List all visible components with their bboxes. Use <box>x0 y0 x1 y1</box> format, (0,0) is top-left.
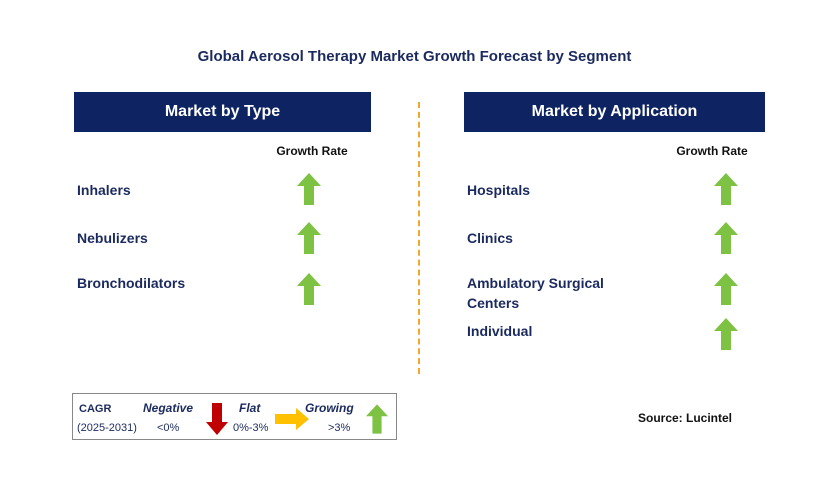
flat-arrow-icon <box>275 408 309 430</box>
segment-label-hospitals: Hospitals <box>467 182 531 198</box>
legend-negative-label: Negative <box>143 401 194 415</box>
segment-label-nebulizers: Nebulizers <box>77 230 148 246</box>
growing-arrow-icon <box>714 273 738 305</box>
legend-growing-range: >3% <box>328 422 351 434</box>
cagr-legend: CAGR (2025-2031) Negative <0% Flat 0%-3%… <box>72 393 397 440</box>
growing-arrow-icon <box>297 173 321 205</box>
growing-arrow-icon <box>714 173 738 205</box>
segment-label-clinics: Clinics <box>467 230 513 246</box>
type-panel-header-label: Market by Type <box>164 103 281 120</box>
legend-growing-label: Growing <box>305 401 354 415</box>
type-growth-rate-label: Growth Rate <box>276 144 348 158</box>
negative-arrow-icon <box>206 403 228 435</box>
legend-flat-range: 0%-3% <box>233 422 269 434</box>
growing-arrow-icon <box>714 222 738 254</box>
segment-label-inhalers: Inhalers <box>77 182 131 198</box>
segment-label-individual: Individual <box>467 323 533 339</box>
legend-flat-label: Flat <box>239 401 261 415</box>
source-note: Source: Lucintel <box>638 411 733 425</box>
legend-period-label: (2025-2031) <box>77 422 137 434</box>
legend-cagr-label: CAGR <box>79 403 112 415</box>
growing-arrow-icon <box>714 318 738 350</box>
type-panel-header: Market by Type <box>74 92 371 132</box>
application-panel-header-label: Market by Application <box>531 103 698 120</box>
chart-title: Global Aerosol Therapy Market Growth For… <box>197 48 632 65</box>
application-panel-header: Market by Application <box>464 92 765 132</box>
application-growth-rate-label: Growth Rate <box>676 144 748 158</box>
panel-divider <box>418 102 420 374</box>
segment-label-bronchodilators: Bronchodilators <box>77 275 186 291</box>
legend-negative-range: <0% <box>157 422 180 434</box>
growing-arrow-icon <box>366 404 388 434</box>
growing-arrow-icon <box>297 273 321 305</box>
growing-arrow-icon <box>297 222 321 254</box>
segment-label-ambulatory-surgical-centers: Ambulatory Surgical Centers <box>467 275 604 311</box>
